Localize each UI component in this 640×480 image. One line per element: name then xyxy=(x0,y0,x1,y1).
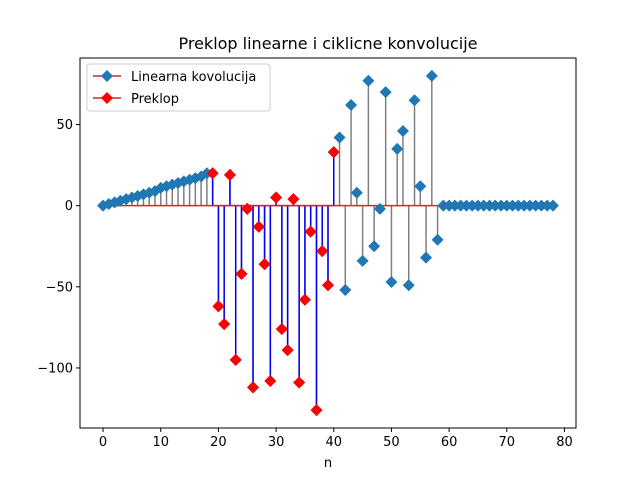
axis-ticks: 0 10 20 30 40 50 60 70 80 −100 −50 0 50 xyxy=(37,118,572,450)
stem-marker xyxy=(420,251,433,264)
x-tick-label: 20 xyxy=(210,435,227,450)
y-tick-label: −50 xyxy=(46,280,73,295)
stem-marker xyxy=(270,191,283,204)
x-tick-label: 30 xyxy=(268,435,285,450)
stem-marker xyxy=(425,69,438,82)
stem-marker xyxy=(345,99,358,112)
x-axis-label: n xyxy=(324,456,332,471)
stem-marker xyxy=(287,193,300,206)
stem-marker xyxy=(333,131,346,144)
stem-marker xyxy=(385,275,398,288)
stem-marker xyxy=(373,202,386,215)
legend-label-linearna: Linearna kovolucija xyxy=(131,70,256,85)
x-tick-label: 40 xyxy=(325,435,342,450)
x-tick-label: 0 xyxy=(99,435,107,450)
stem-marker xyxy=(408,94,421,107)
stem-marker xyxy=(391,142,404,155)
stem-marker xyxy=(310,404,323,417)
stem-marker xyxy=(402,279,415,292)
legend-box xyxy=(86,63,271,112)
y-tick-label: 0 xyxy=(65,199,73,214)
stem-marker xyxy=(258,258,271,271)
stem-marker xyxy=(206,167,219,180)
stem-marker xyxy=(298,293,311,306)
stem-marker xyxy=(379,86,392,99)
legend-marker-preklop xyxy=(101,92,113,104)
stem-marker xyxy=(316,245,329,258)
stem-marker xyxy=(396,125,409,138)
stem-marker xyxy=(252,220,265,233)
stem-marker xyxy=(275,323,288,336)
stem-marker xyxy=(212,300,225,313)
stem-marker xyxy=(293,376,306,389)
stem-marker xyxy=(218,318,231,331)
plot-frame xyxy=(79,57,577,429)
x-tick-label: 10 xyxy=(152,435,169,450)
chart-title: Preklop linearne i ciklicne konvolucije xyxy=(178,34,477,53)
stem-marker xyxy=(322,279,334,292)
series-1 xyxy=(206,146,340,417)
stem-marker xyxy=(247,381,260,394)
stem-marker xyxy=(350,186,363,199)
stem-marker xyxy=(241,202,254,215)
x-tick-label: 60 xyxy=(441,435,458,450)
stem-marker xyxy=(356,254,369,267)
stem-marker xyxy=(368,240,381,253)
stem-marker xyxy=(304,225,317,238)
y-tick-label: 50 xyxy=(56,118,73,133)
stem-marker xyxy=(414,180,427,193)
stem-marker xyxy=(229,353,242,366)
plot-area xyxy=(97,69,559,417)
stem-marker xyxy=(546,199,559,212)
legend-marker-linearna xyxy=(101,70,113,82)
legend-entry-linearna: Linearna kovolucija xyxy=(93,70,256,85)
stem-marker xyxy=(281,344,294,357)
stem-marker xyxy=(120,193,133,206)
stem-marker xyxy=(339,284,352,297)
x-tick-label: 70 xyxy=(499,435,516,450)
x-tick-label: 80 xyxy=(556,435,573,450)
stem-marker xyxy=(431,233,444,246)
stem-marker xyxy=(235,267,248,280)
legend: Linearna kovolucija Preklop xyxy=(86,63,271,112)
stem-marker xyxy=(362,74,375,87)
y-tick-label: −100 xyxy=(37,361,73,376)
stem-marker xyxy=(264,374,277,387)
stem-marker xyxy=(327,146,340,159)
x-tick-label: 50 xyxy=(383,435,400,450)
legend-entry-preklop: Preklop xyxy=(93,92,179,107)
stem-marker xyxy=(223,168,236,181)
legend-label-preklop: Preklop xyxy=(131,92,179,107)
